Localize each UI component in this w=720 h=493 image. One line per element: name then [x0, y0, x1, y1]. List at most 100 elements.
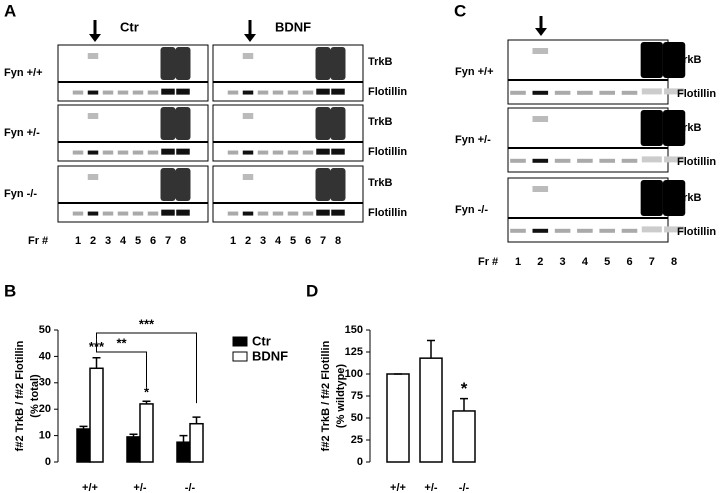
band	[272, 150, 284, 155]
band	[242, 211, 254, 216]
band	[147, 211, 159, 216]
band	[176, 88, 190, 95]
y-tick-label: 50	[351, 412, 363, 424]
band	[175, 107, 191, 140]
band	[621, 228, 638, 233]
genotype-label: Fyn -/-	[4, 188, 37, 200]
band	[132, 211, 144, 216]
band	[640, 180, 663, 216]
band-label: TrkB	[368, 177, 393, 189]
bar	[189, 422, 204, 463]
band	[510, 228, 526, 233]
panel-letter: D	[306, 281, 318, 300]
fraction-label: 8	[671, 256, 677, 268]
band	[599, 90, 616, 95]
arrow-head	[89, 34, 101, 42]
condition-label: BDNF	[275, 19, 311, 34]
band	[330, 47, 346, 80]
band-label: Flotillin	[368, 146, 407, 158]
band	[87, 90, 99, 95]
condition-label: Ctr	[120, 19, 139, 34]
band	[302, 90, 314, 95]
band	[117, 211, 129, 216]
band	[302, 150, 314, 155]
fraction-label: 5	[604, 256, 610, 268]
y-tick-label: 10	[39, 430, 51, 442]
y-tick-label: 20	[39, 403, 51, 415]
band	[147, 90, 159, 95]
genotype-label: Fyn +/+	[455, 66, 494, 78]
fraction-label: 3	[105, 235, 111, 247]
annotation: *	[461, 379, 468, 398]
band	[242, 113, 254, 119]
band	[161, 88, 175, 95]
band	[330, 168, 346, 201]
fraction-label: 6	[626, 256, 632, 268]
band	[621, 90, 638, 95]
fraction-label: 8	[180, 235, 186, 247]
band	[315, 47, 331, 80]
band	[641, 226, 662, 233]
band-label: TrkB	[677, 122, 702, 134]
bracket	[96, 332, 197, 404]
x-tick-label: +/+	[390, 482, 406, 493]
band	[331, 209, 345, 216]
fraction-label: 6	[150, 235, 156, 247]
bar	[139, 403, 154, 463]
band-label: TrkB	[368, 56, 393, 68]
band	[176, 209, 190, 216]
band	[161, 148, 175, 155]
fraction-label: 1	[75, 235, 81, 247]
bar	[419, 357, 443, 463]
band	[577, 228, 593, 233]
error-bar	[192, 416, 201, 424]
band	[577, 90, 593, 95]
panel-letter: B	[4, 281, 16, 300]
fraction-label: 1	[515, 256, 521, 268]
fraction-label: 2	[90, 235, 96, 247]
y-axis-label: f#2 TrkB / f#2 Flotillin	[320, 340, 332, 451]
band	[664, 88, 685, 95]
band-label: Flotillin	[677, 226, 716, 238]
band	[532, 116, 549, 122]
band	[662, 42, 686, 78]
y-axis-label: (% wildtype)	[335, 364, 347, 429]
band	[72, 211, 84, 216]
arrow-head	[535, 28, 547, 36]
fraction-label: 5	[135, 235, 141, 247]
band	[242, 150, 254, 155]
x-tick-label: +/+	[82, 482, 98, 493]
band	[87, 113, 99, 119]
legend-label: BDNF	[252, 348, 288, 363]
bracket	[96, 339, 147, 388]
bar	[176, 441, 191, 463]
panel-letter: C	[454, 1, 466, 20]
genotype-label: Fyn -/-	[455, 204, 488, 216]
fraction-label: 3	[260, 235, 266, 247]
genotype-label: Fyn +/-	[455, 134, 491, 146]
x-tick-label: -/-	[459, 482, 470, 493]
fraction-label: 4	[275, 235, 282, 247]
band	[257, 211, 269, 216]
band	[160, 47, 176, 80]
band-label: TrkB	[368, 116, 393, 128]
genotype-label: Fyn +/-	[4, 127, 40, 139]
band	[132, 150, 144, 155]
band	[510, 90, 526, 95]
band-label: Flotillin	[368, 86, 407, 98]
error-bar	[142, 400, 151, 404]
fraction-label: 7	[649, 256, 655, 268]
band	[242, 90, 254, 95]
y-tick-label: 100	[345, 368, 363, 380]
y-tick-label: 75	[351, 390, 363, 402]
band	[554, 228, 571, 233]
band	[102, 211, 114, 216]
band	[287, 90, 299, 95]
y-tick-label: 0	[45, 456, 51, 468]
band-label: TrkB	[677, 54, 702, 66]
x-tick-label: +/-	[424, 482, 437, 493]
band	[242, 174, 254, 180]
y-tick-label: 0	[357, 456, 363, 468]
band	[147, 150, 159, 155]
